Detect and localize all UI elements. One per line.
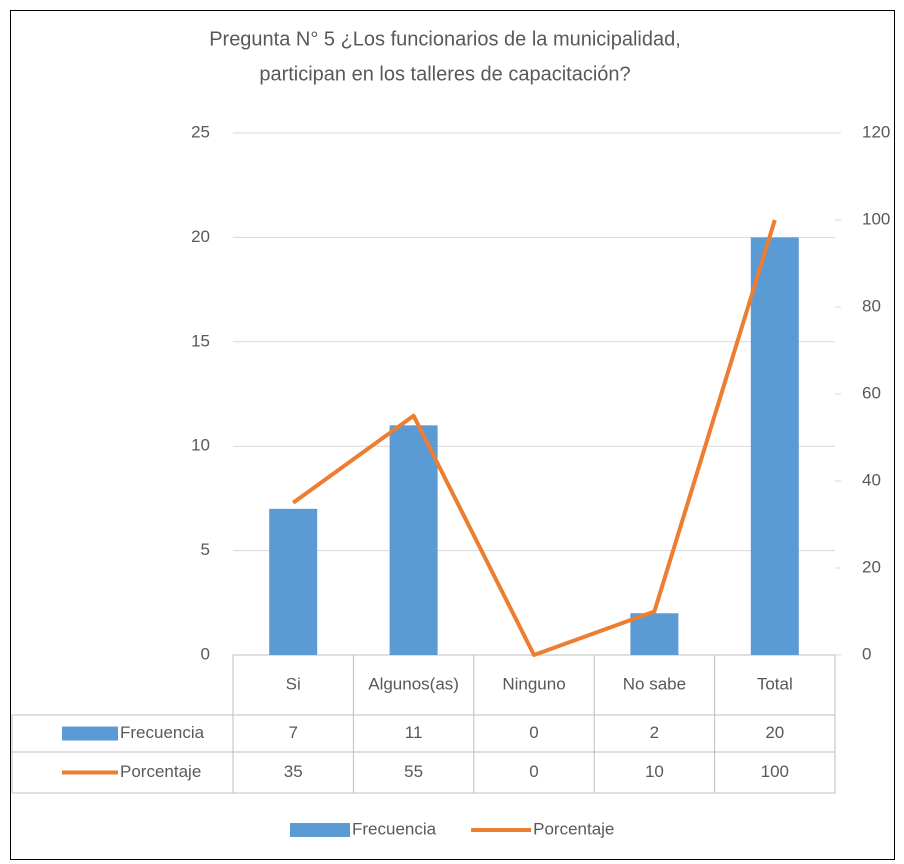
table-row-label: Porcentaje [120, 762, 201, 781]
y-tick-label: 0 [201, 644, 210, 663]
table-row-label: Frecuencia [120, 723, 205, 742]
table-cell: 0 [529, 723, 538, 742]
table-cell: 35 [284, 762, 303, 781]
table-cell: 100 [761, 762, 789, 781]
y-tick-label: 20 [191, 227, 210, 246]
x-tick-label: Si [286, 674, 301, 693]
x-tick-label: No sabe [623, 674, 686, 693]
table-cell: 2 [650, 723, 659, 742]
x-tick-label: Algunos(as) [368, 674, 459, 693]
bar [750, 237, 799, 655]
line [292, 219, 777, 657]
table-legend-key [62, 726, 118, 741]
x-tick-label: Total [757, 674, 793, 693]
table-cell: 11 [405, 723, 423, 742]
table-cell: 10 [645, 762, 664, 781]
table-cell: 20 [765, 723, 784, 742]
y2-tick-label: 100 [862, 209, 890, 228]
y2-tick-label: 120 [862, 122, 890, 141]
y2-tick-label: 40 [862, 470, 881, 489]
bar [389, 425, 438, 655]
y2-tick-label: 80 [862, 296, 881, 315]
chart-border [10, 10, 895, 860]
chart-title: Pregunta N° 5 ¿Los funcionarios de la mu… [209, 28, 681, 50]
legend-label: Frecuencia [352, 819, 437, 838]
y2-tick-label: 60 [862, 383, 881, 402]
bar [269, 508, 318, 655]
table-cell: 7 [288, 723, 297, 742]
y-tick-label: 10 [191, 436, 210, 455]
legend-label: Porcentaje [533, 819, 614, 838]
y-tick-label: 5 [201, 540, 210, 559]
y2-tick-label: 0 [862, 644, 871, 663]
table-cell: 55 [404, 762, 423, 781]
x-tick-label: Ninguno [502, 674, 565, 693]
y-tick-label: 25 [191, 122, 210, 141]
y2-tick-label: 20 [862, 557, 881, 576]
legend-key [290, 823, 350, 837]
table-cell: 0 [529, 762, 538, 781]
bar [630, 613, 679, 655]
chart-title: participan en los talleres de capacitaci… [259, 63, 630, 85]
y-tick-label: 15 [191, 331, 210, 350]
